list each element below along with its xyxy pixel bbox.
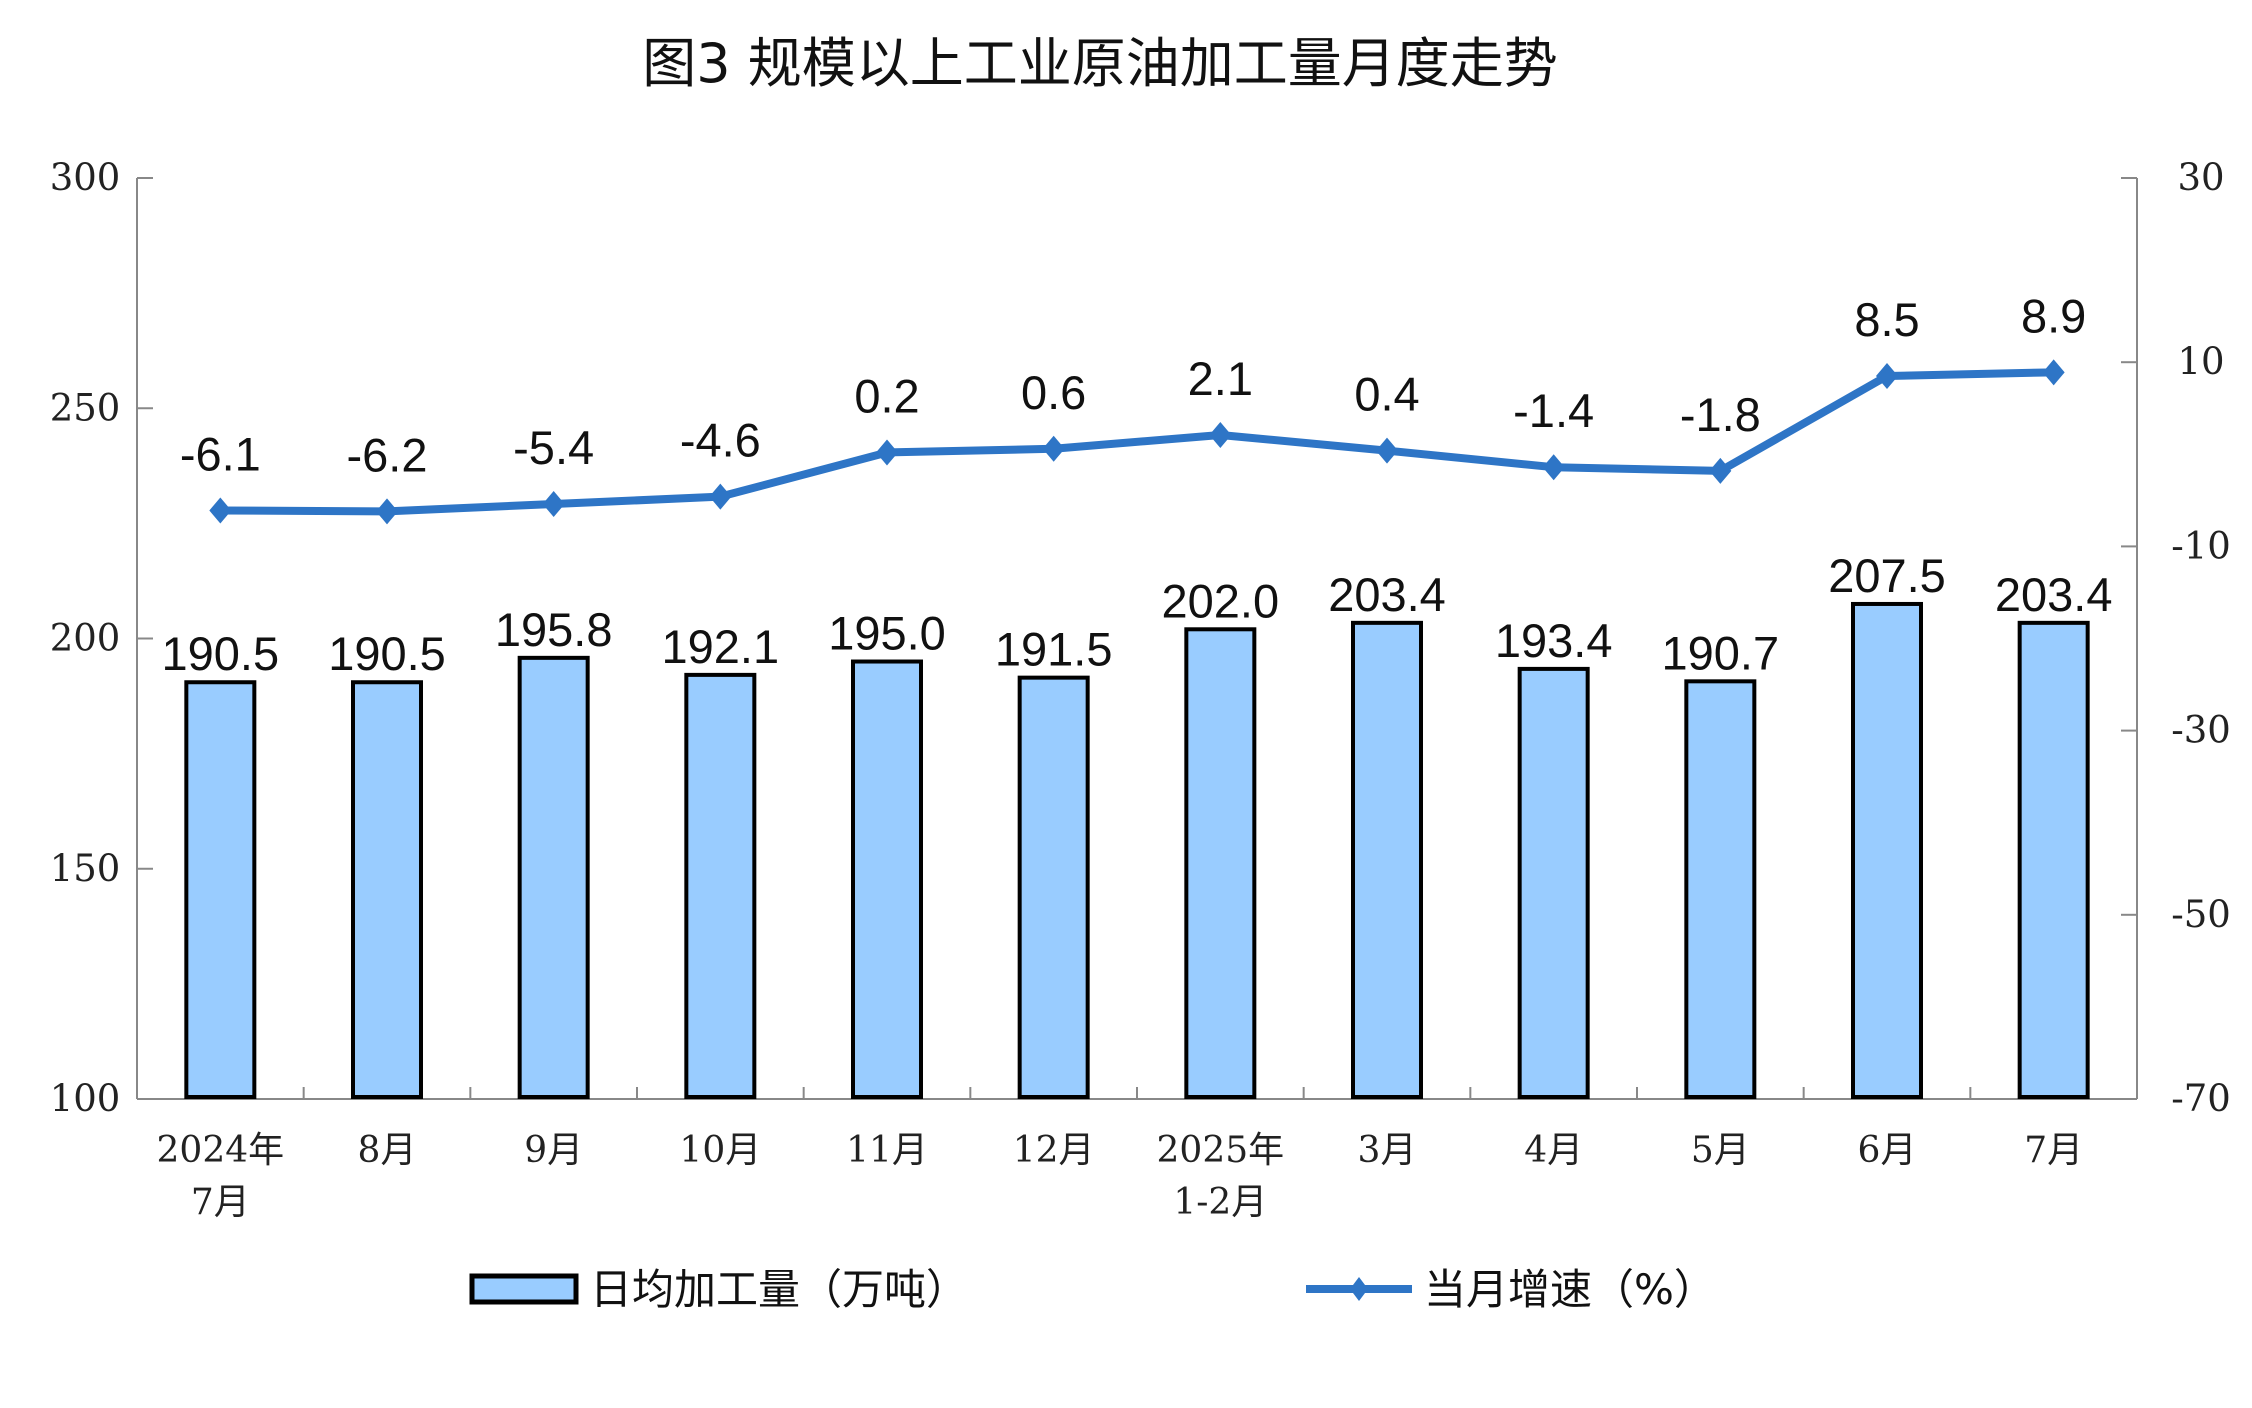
bar: [2017, 620, 2090, 1100]
line-marker: [1876, 363, 1898, 390]
bar-data-label: 190.5: [328, 627, 446, 680]
bar: [517, 655, 590, 1099]
x-tick-label: 11月: [846, 1130, 928, 1171]
right-tick-label: 30: [2177, 156, 2224, 199]
bar: [351, 680, 423, 1099]
x-tick-label: 2025年: [1157, 1130, 1285, 1171]
bar-data-label: 195.0: [828, 607, 946, 660]
line-data-label: -1.8: [1680, 388, 1761, 441]
x-tick-label: 1-2月: [1173, 1182, 1267, 1223]
line-marker: [1542, 454, 1565, 481]
bar-data-label: 190.7: [1662, 626, 1780, 679]
bar-data-label: 193.4: [1495, 614, 1613, 667]
x-tick-label: 2024年: [157, 1130, 285, 1171]
line-data-label: -6.1: [180, 427, 261, 480]
legend-line-marker: [1350, 1277, 1368, 1301]
line-data-label: -1.4: [1513, 384, 1594, 437]
legend-line-label: 当月增速（%）: [1424, 1265, 1716, 1314]
line-marker: [1042, 435, 1065, 462]
line-marker: [876, 439, 898, 466]
x-tick-label: 8月: [358, 1130, 417, 1171]
bar: [1684, 679, 1757, 1099]
right-tick-label: -50: [2171, 893, 2231, 936]
line-marker: [1376, 437, 1398, 464]
line-marker: [1709, 457, 1732, 484]
left-tick-label: 150: [50, 847, 121, 890]
x-tick-label: 6月: [1858, 1130, 1917, 1171]
x-tick-label: 12月: [1013, 1130, 1095, 1171]
bar-data-label: 203.4: [1995, 568, 2113, 621]
line-data-label: 0.2: [854, 369, 919, 422]
legend: 日均加工量（万吨） 当月增速（%）: [469, 1265, 1716, 1314]
line-marker: [1209, 421, 1232, 448]
x-tick-label: 9月: [524, 1130, 583, 1171]
x-tick-label: 4月: [1524, 1130, 1583, 1171]
growth-line: [220, 368, 2054, 516]
bar-data-label: 192.1: [662, 620, 780, 673]
left-tick-label: 300: [50, 156, 121, 199]
bar: [1017, 675, 1090, 1100]
line-data-label: 8.5: [1854, 293, 1919, 346]
x-tick-label: 3月: [1358, 1130, 1417, 1171]
chart-title: 图3 规模以上工业原油加工量月度走势: [642, 32, 1558, 95]
right-tick-label: -30: [2171, 709, 2231, 752]
x-tick-label: 7月: [191, 1182, 250, 1223]
left-tick-label: 200: [50, 617, 121, 660]
x-tick-label: 5月: [1691, 1130, 1750, 1171]
bar: [684, 672, 757, 1100]
line-marker: [709, 483, 732, 510]
line-marker: [376, 498, 398, 525]
bar: [184, 680, 257, 1099]
bar-data-label: 202.0: [1162, 574, 1280, 627]
bar-data-label: 195.8: [495, 603, 613, 656]
line-marker: [2042, 359, 2065, 386]
legend-bar-label: 日均加工量（万吨）: [590, 1265, 968, 1314]
line-data-label: 2.1: [1188, 352, 1253, 405]
bar-data-label: 203.4: [1328, 568, 1446, 621]
line-marker: [209, 497, 232, 524]
bar: [851, 659, 923, 1100]
line-data-label: 0.6: [1021, 366, 1086, 419]
line-data-label: 8.9: [2021, 289, 2086, 342]
right-tick-label: -70: [2171, 1077, 2231, 1120]
line-data-label: -6.2: [347, 428, 428, 481]
right-tick-label: -10: [2171, 524, 2231, 567]
line-data-label: -5.4: [513, 421, 594, 474]
bar-data-label: 190.5: [162, 627, 280, 680]
left-tick-label: 100: [50, 1077, 121, 1120]
bar: [1351, 620, 1423, 1100]
bar-data-label: 191.5: [995, 623, 1113, 676]
x-tick-label: 10月: [679, 1130, 761, 1171]
line-data-label: -4.6: [680, 414, 761, 467]
line-marker: [542, 491, 565, 518]
bar: [1517, 666, 1590, 1099]
left-tick-label: 250: [50, 386, 121, 429]
legend-bar-swatch: [469, 1273, 579, 1305]
bar: [1851, 601, 1923, 1100]
x-tick-label: 7月: [2024, 1130, 2083, 1171]
line-data-label: 0.4: [1354, 368, 1419, 421]
right-tick-label: 10: [2177, 340, 2224, 383]
bar: [1184, 627, 1257, 1099]
bar-data-label: 207.5: [1828, 549, 1946, 602]
